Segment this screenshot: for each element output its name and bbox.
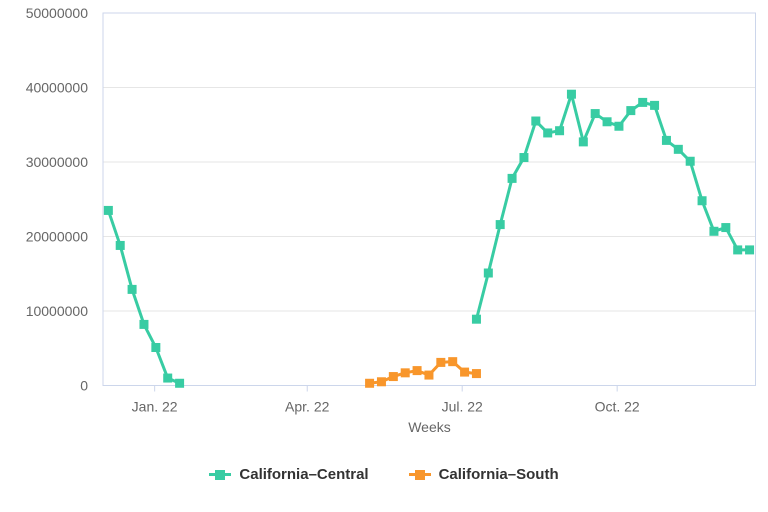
data-point-marker-california-central: [578, 137, 588, 147]
data-point-marker-california-central: [638, 97, 648, 107]
data-point-marker-california-south: [400, 368, 410, 378]
data-point-marker-california-south: [436, 357, 446, 367]
data-point-marker-california-central: [103, 205, 113, 215]
legend-item-california-central[interactable]: California–Central: [209, 466, 369, 483]
data-point-marker-california-central: [495, 220, 505, 230]
data-point-marker-california-central: [685, 156, 695, 166]
y-axis-tick-label: 30000000: [26, 154, 89, 170]
data-point-marker-california-central: [543, 128, 553, 138]
data-point-marker-california-central: [709, 226, 719, 236]
series-line-california-central: [474, 92, 752, 321]
data-point-marker-california-central: [139, 319, 149, 329]
data-point-marker-california-south: [412, 366, 422, 376]
legend-item-california-south[interactable]: California–South: [408, 466, 559, 483]
data-point-marker-california-central: [471, 314, 481, 324]
data-point-marker-california-central: [175, 378, 185, 388]
data-point-marker-california-central: [661, 135, 671, 145]
data-point-marker-california-central: [733, 245, 743, 255]
x-axis-title: Weeks: [408, 419, 451, 435]
data-point-marker-california-central: [673, 144, 683, 154]
plot-border: [102, 12, 756, 386]
data-point-marker-california-central: [566, 89, 576, 99]
legend-label: California–Central: [239, 466, 369, 483]
data-point-marker-california-central: [507, 173, 517, 183]
data-point-marker-california-central: [151, 343, 161, 353]
legend-square-marker-icon: [408, 469, 431, 481]
series-line-california-south: [368, 360, 478, 385]
data-point-marker-california-central: [745, 245, 755, 255]
data-point-marker-california-central: [555, 126, 565, 136]
data-point-marker-california-central: [626, 106, 636, 116]
x-axis-tick-label: Jul. 22: [442, 399, 483, 415]
data-point-marker-california-south: [424, 370, 434, 380]
data-point-marker-california-central: [531, 116, 541, 126]
data-point-marker-california-central: [697, 196, 707, 206]
y-axis-tick-label: 10000000: [26, 303, 89, 319]
data-point-marker-california-central: [127, 284, 137, 294]
line-chart: 0 10000000 20000000 30000000 40000000 5000000…: [26, 5, 756, 415]
data-point-marker-california-south: [376, 377, 386, 387]
data-point-marker-california-central: [650, 100, 660, 110]
data-point-marker-california-central: [519, 153, 529, 163]
data-point-marker-california-central: [602, 117, 612, 127]
data-point-marker-california-south: [388, 372, 398, 382]
legend: California–Central California–South: [0, 466, 768, 483]
legend-label: California–South: [438, 466, 559, 483]
data-point-marker-california-central: [483, 268, 493, 278]
x-axis-tick-label: Oct. 22: [595, 399, 640, 415]
legend-square-marker-icon: [209, 469, 232, 481]
y-axis-tick-label: 50000000: [26, 5, 89, 21]
data-point-marker-california-south: [365, 378, 375, 388]
y-axis-tick-label: 40000000: [26, 80, 89, 96]
data-point-marker-california-central: [721, 223, 731, 233]
data-point-marker-california-central: [614, 121, 624, 131]
y-axis-tick-label: 20000000: [26, 229, 89, 245]
data-point-marker-california-south: [448, 357, 458, 367]
y-axis-tick-label: 0: [80, 378, 88, 394]
x-axis-tick-label: Jan. 22: [132, 399, 178, 415]
data-point-marker-california-south: [460, 367, 470, 377]
data-point-marker-california-central: [590, 109, 600, 119]
data-point-marker-california-central: [163, 373, 173, 383]
x-axis-tick-label: Apr. 22: [285, 399, 330, 415]
data-point-marker-california-central: [115, 240, 125, 250]
data-point-marker-california-south: [471, 369, 481, 379]
